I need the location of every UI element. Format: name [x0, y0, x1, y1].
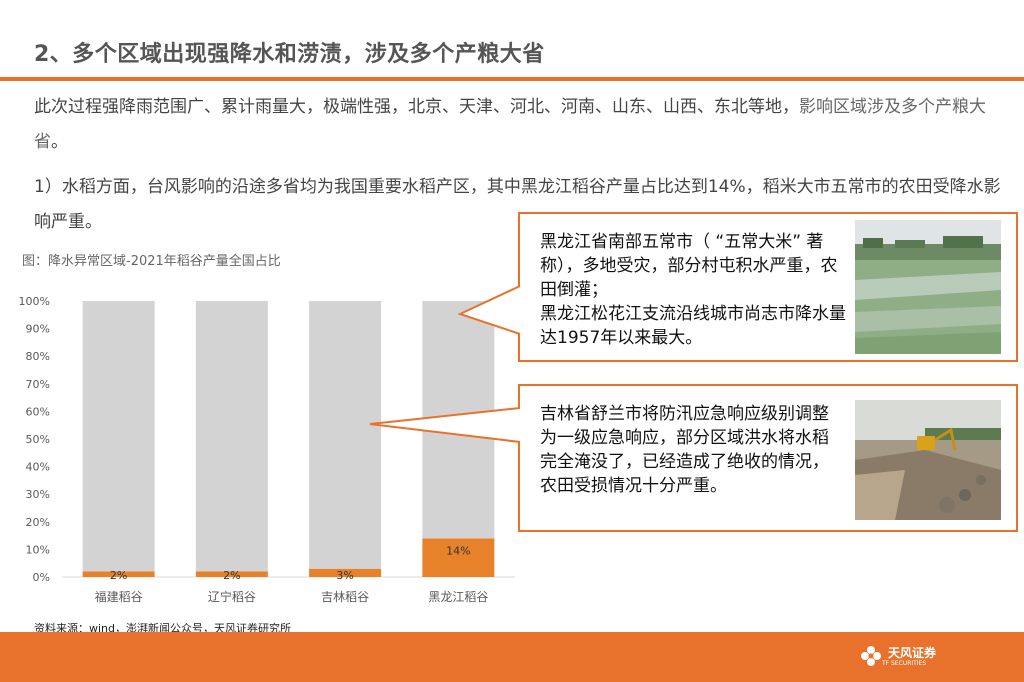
bar-remainder	[82, 301, 155, 572]
figure-caption: 图：降水异常区域-2021年稻谷产量全国占比	[22, 254, 281, 269]
y-tick-label: 40%	[26, 461, 50, 474]
flower-logo-icon	[861, 646, 881, 666]
logo-sub: TF SECURITIES	[882, 659, 927, 667]
bar-share	[195, 571, 268, 577]
callout-jilin-pointer	[369, 407, 521, 443]
callout-jilin-text: 吉林省舒兰市将防汛应急响应级别调整为一级应急响应，部分区域洪水将水稻完全淹没了，…	[540, 404, 829, 496]
bar-share	[82, 571, 155, 577]
bar-remainder	[195, 301, 268, 572]
data-label: 3%	[336, 569, 353, 582]
footer-logo: 天风证券 TF SECURITIES	[860, 645, 936, 667]
flood-excavator-photo	[855, 400, 1001, 520]
x-tick-label: 黑龙江稻谷	[428, 590, 488, 604]
logo-name: 天风证券	[888, 645, 937, 660]
y-tick-label: 50%	[26, 433, 50, 446]
intro-end: 。	[51, 132, 68, 152]
x-tick-label: 吉林稻谷	[321, 590, 369, 604]
callout-heilongjiang-text: 黑龙江省南部五常市（ “五常大米” 著称），多地受灾，部分村屯积水严重，农田倒灌…	[540, 232, 846, 348]
y-tick-label: 0%	[33, 571, 50, 584]
y-tick-label: 80%	[26, 350, 50, 363]
rice-paragraph: 1）水稻方面，台风影响的沿途多省均为我国重要水稻产区，其中黑龙江稻谷产量占比达到…	[34, 177, 1001, 232]
intro-emphasis: 影响区域涉及多个产粮大省	[34, 97, 986, 152]
y-tick-label: 10%	[26, 543, 50, 556]
intro-paragraph: 此次过程强降雨范围广、累计雨量大，极端性强，北京、天津、河北、河南、山东、山西、…	[34, 90, 1004, 160]
y-tick-label: 90%	[26, 323, 50, 336]
data-label: 14%	[446, 544, 470, 557]
y-tick-label: 100%	[19, 295, 50, 308]
page-title: 2、多个区域出现强降水和涝渍，涉及多个产粮大省	[34, 42, 545, 67]
callout-heilongjiang-pointer	[458, 285, 521, 335]
data-label: 2%	[110, 569, 127, 582]
footer-band	[0, 632, 1024, 682]
callout-jilin: 吉林省舒兰市将防汛应急响应级别调整为一级应急响应，部分区域洪水将水稻完全淹没了，…	[369, 384, 1018, 532]
y-tick-label: 30%	[26, 488, 50, 501]
bar-share	[422, 538, 495, 577]
rice-share-chart: 0% 10% 20% 30% 40% 50% 60% 70% 80% 90% 100% 福建稻谷 2% 辽…	[19, 295, 515, 604]
callout-heilongjiang: 黑龙江省南部五常市（ “五常大米” 著称），多地受灾，部分村屯积水严重，农田倒灌…	[458, 212, 1018, 362]
intro-text: 此次过程强降雨范围广、累计雨量大，极端性强，北京、天津、河北、河南、山东、山西、…	[34, 97, 799, 117]
x-tick-label: 辽宁稻谷	[208, 589, 256, 604]
source-note: 资料来源：wind，澎湃新闻公众号，天风证券研究所	[34, 622, 292, 635]
title-underline	[0, 77, 1024, 81]
y-tick-label: 60%	[26, 405, 50, 418]
y-tick-label: 70%	[26, 378, 50, 391]
flooded-field-photo	[855, 220, 1001, 354]
bar-share	[309, 568, 382, 577]
data-label: 2%	[223, 569, 240, 582]
bar-remainder	[309, 301, 382, 569]
x-tick-label: 福建稻谷	[95, 589, 143, 604]
y-tick-label: 20%	[26, 516, 50, 529]
